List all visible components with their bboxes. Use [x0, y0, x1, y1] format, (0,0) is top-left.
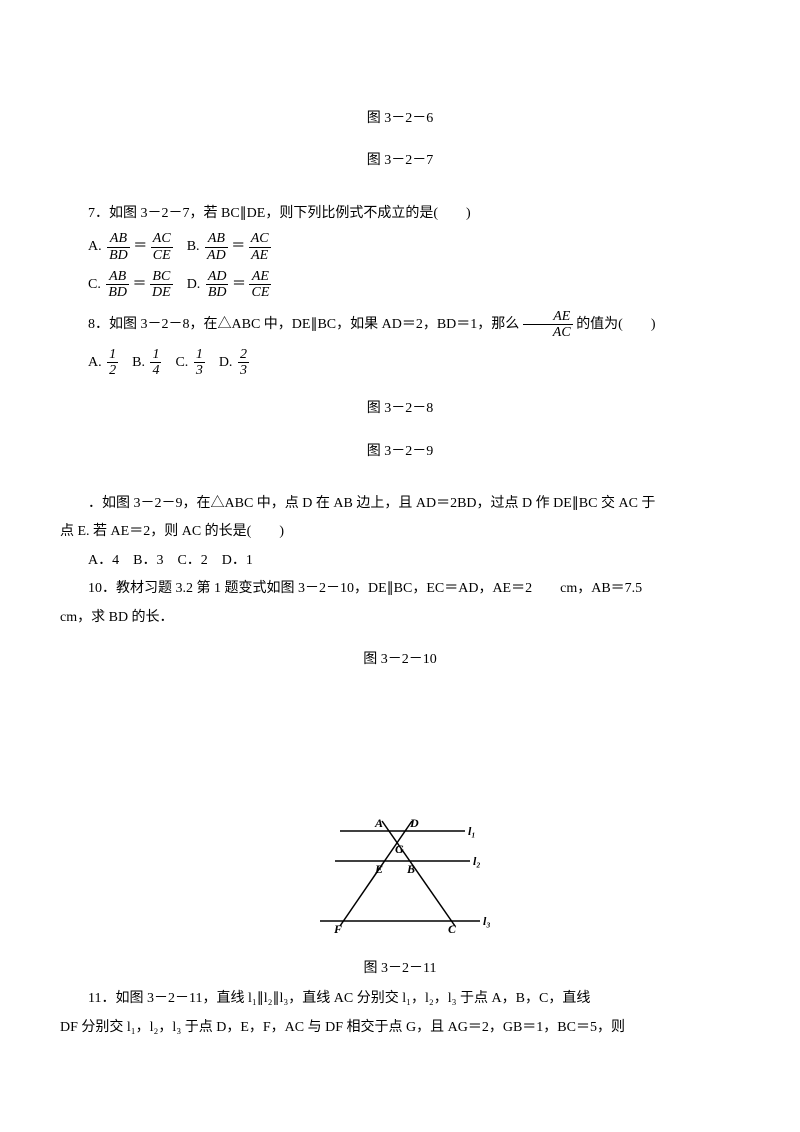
q10-line1: 10．教材习题 3.2 第 1 题变式如图 3－2－10，DE∥BC，EC＝AD… — [60, 578, 740, 600]
q8-frac-n: AE — [523, 309, 573, 325]
diag-label-C: C — [448, 922, 457, 936]
q8-stem-pre: 8．如图 3－2－8，在△ABC 中，DE∥BC，如果 AD＝2，BD＝1，那么 — [88, 317, 519, 332]
q7-c-n1: AB — [106, 269, 129, 285]
q7-c-d2: DE — [150, 285, 173, 300]
diag-label-G: G — [395, 842, 404, 856]
q7-a-n1: AB — [107, 231, 130, 247]
q8-c-d: 3 — [194, 363, 205, 378]
q8-a-label: A. — [88, 355, 102, 370]
q7-a-d2: CE — [151, 248, 173, 263]
q9-options: A．4 B．3 C．2 D．1 — [60, 550, 740, 572]
figure-label-329: 图 3－2－9 — [60, 441, 740, 463]
figure-label-3211: 图 3－2－11 — [60, 958, 740, 980]
q7-d-d1: BD — [206, 285, 229, 300]
q8-b-d: 4 — [150, 363, 161, 378]
diagram-3211: A D G E B F C l₁ l₂ l₃ — [60, 811, 740, 949]
q7-a-d1: BD — [107, 248, 130, 263]
q8-d-d: 3 — [238, 363, 249, 378]
q8-a-n: 1 — [107, 347, 118, 363]
q8-b-n: 1 — [150, 347, 161, 363]
q8-stem: 8．如图 3－2－8，在△ABC 中，DE∥BC，如果 AD＝2，BD＝1，那么… — [60, 309, 740, 341]
diag-label-B: B — [406, 862, 415, 876]
q7-d-d2: CE — [249, 285, 271, 300]
q10-line2: cm，求 BD 的长． — [60, 607, 740, 629]
q8-frac-d: AC — [523, 325, 573, 340]
q8-d-label: D. — [219, 355, 233, 370]
q7-b-n1: AB — [205, 231, 228, 247]
q7-opt-b-label: B. — [187, 239, 200, 254]
q7-b-d1: AD — [205, 248, 228, 263]
q7-options: A. ABBD ＝ ACCE B. ABAD ＝ ACAE C. ABBD ＝ … — [88, 231, 740, 301]
q7-d-n2: AE — [249, 269, 271, 285]
q7-opt-a-label: A. — [88, 239, 102, 254]
q7-a-n2: AC — [151, 231, 173, 247]
diag-label-F: F — [333, 922, 342, 936]
q8-options: A. 12 B. 14 C. 13 D. 23 — [88, 347, 740, 379]
q7-b-n2: AC — [249, 231, 271, 247]
diag-label-D: D — [409, 816, 419, 830]
q8-c-n: 1 — [194, 347, 205, 363]
q11-line2: DF 分别交 l₁，l₂，l₃ 于点 D，E，F，AC 与 DF 相交于点 G，… — [60, 1017, 740, 1039]
q8-a-d: 2 — [107, 363, 118, 378]
diag-label-A: A — [374, 816, 383, 830]
figure-label-328: 图 3－2－8 — [60, 398, 740, 420]
q7-opt-c-label: C. — [88, 277, 101, 292]
q8-b-label: B. — [132, 355, 145, 370]
q9-line1: ．如图 3－2－9，在△ABC 中，点 D 在 AB 边上，且 AD＝2BD，过… — [60, 493, 740, 515]
diag-label-l3: l₃ — [483, 914, 491, 928]
q7-stem: 7．如图 3－2－7，若 BC∥DE，则下列比例式不成立的是( ) — [60, 203, 740, 225]
q7-b-d2: AE — [249, 248, 271, 263]
q7-c-d1: BD — [106, 285, 129, 300]
q8-stem-post: 的值为( ) — [576, 317, 655, 332]
diag-label-E: E — [374, 862, 383, 876]
diag-label-l2: l₂ — [473, 854, 481, 868]
q7-opt-d-label: D. — [187, 277, 201, 292]
q8-c-label: C. — [175, 355, 188, 370]
figure-label-3210: 图 3－2－10 — [60, 649, 740, 671]
q9-line2: 点 E. 若 AE＝2，则 AC 的长是( ) — [60, 521, 740, 543]
q7-d-n1: AD — [206, 269, 229, 285]
diag-label-l1: l₁ — [468, 824, 476, 838]
figure-label-326: 图 3－2－6 — [60, 108, 740, 130]
q7-c-n2: BC — [150, 269, 173, 285]
q11-line1: 11．如图 3－2－11，直线 l₁∥l₂∥l₃，直线 AC 分别交 l₁，l₂… — [60, 988, 740, 1010]
figure-label-327: 图 3－2－7 — [60, 150, 740, 172]
q8-d-n: 2 — [238, 347, 249, 363]
